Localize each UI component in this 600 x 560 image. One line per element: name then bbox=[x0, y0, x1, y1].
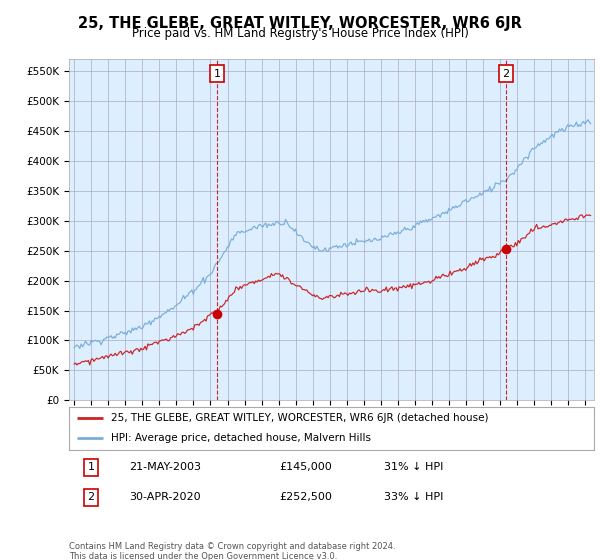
Text: 25, THE GLEBE, GREAT WITLEY, WORCESTER, WR6 6JR: 25, THE GLEBE, GREAT WITLEY, WORCESTER, … bbox=[78, 16, 522, 31]
Text: 1: 1 bbox=[88, 462, 94, 472]
Text: £145,000: £145,000 bbox=[279, 462, 332, 472]
Text: 30-APR-2020: 30-APR-2020 bbox=[130, 492, 201, 502]
Text: 33% ↓ HPI: 33% ↓ HPI bbox=[384, 492, 443, 502]
Text: 2: 2 bbox=[502, 69, 509, 79]
Text: HPI: Average price, detached house, Malvern Hills: HPI: Average price, detached house, Malv… bbox=[111, 433, 371, 443]
Text: Contains HM Land Registry data © Crown copyright and database right 2024.
This d: Contains HM Land Registry data © Crown c… bbox=[69, 542, 395, 560]
Text: 2: 2 bbox=[88, 492, 95, 502]
Text: 25, THE GLEBE, GREAT WITLEY, WORCESTER, WR6 6JR (detached house): 25, THE GLEBE, GREAT WITLEY, WORCESTER, … bbox=[111, 413, 488, 423]
Text: 1: 1 bbox=[214, 69, 220, 79]
Text: £252,500: £252,500 bbox=[279, 492, 332, 502]
Text: Price paid vs. HM Land Registry's House Price Index (HPI): Price paid vs. HM Land Registry's House … bbox=[131, 27, 469, 40]
Text: 21-MAY-2003: 21-MAY-2003 bbox=[130, 462, 202, 472]
Text: 31% ↓ HPI: 31% ↓ HPI bbox=[384, 462, 443, 472]
